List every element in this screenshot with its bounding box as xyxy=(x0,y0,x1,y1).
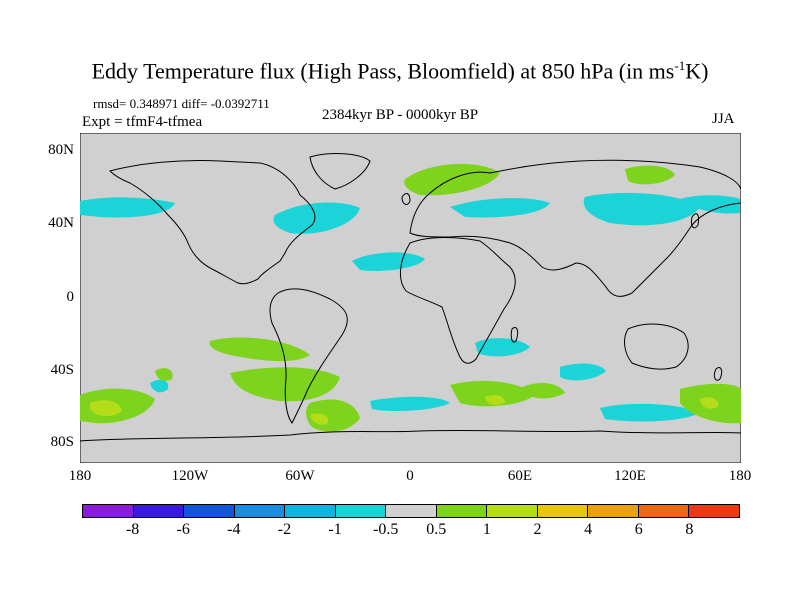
y-tick-40s: 40S xyxy=(50,362,74,378)
x-tick-120e: 120E xyxy=(614,468,646,484)
colorbar-label: -4 xyxy=(227,521,241,538)
colorbar-swatch xyxy=(689,505,739,517)
experiment-label: Expt = tfmF4-tfmea xyxy=(82,114,203,130)
coastlines xyxy=(80,153,741,442)
japan-coast xyxy=(691,213,699,229)
colorbar-swatch xyxy=(436,505,488,517)
eurasia-coast xyxy=(409,159,741,297)
period-label: 2384kyr BP - 0000kyr BP xyxy=(322,107,479,123)
colorbar-label: 6 xyxy=(634,521,643,538)
y-tick-0: 0 xyxy=(66,289,75,305)
colorbar-swatch xyxy=(638,505,690,517)
colorbar-swatch xyxy=(487,505,538,517)
antarctica-coast xyxy=(80,429,741,442)
x-tick-60w: 60W xyxy=(285,468,315,484)
world-map xyxy=(80,133,741,463)
colorbar-label: -6 xyxy=(176,521,190,538)
colorbar-label: 0.5 xyxy=(426,521,447,538)
y-tick-80n: 80N xyxy=(48,142,74,158)
colorbar xyxy=(82,504,740,518)
colorbar-label: 1 xyxy=(482,521,491,538)
x-tick-60e: 60E xyxy=(507,468,533,484)
uk-coast xyxy=(401,193,411,205)
colorbar-swatch xyxy=(285,505,336,517)
negative-anomalies xyxy=(80,192,740,422)
x-tick-120w: 120W xyxy=(171,468,209,484)
strong-positive-anomalies xyxy=(90,395,719,425)
colorbar-swatch xyxy=(335,505,387,517)
y-tick-80s: 80S xyxy=(50,434,74,450)
colorbar-label: 8 xyxy=(685,521,694,538)
x-tick-180e: 180 xyxy=(728,468,752,484)
season-label: JJA xyxy=(712,111,735,127)
colorbar-label: 2 xyxy=(533,521,542,538)
madagascar-coast xyxy=(510,327,519,343)
colorbar-swatch xyxy=(386,505,437,517)
colorbar-label: -8 xyxy=(125,521,140,538)
colorbar-swatch xyxy=(184,505,235,517)
australia-coast xyxy=(624,323,689,370)
colorbar-swatch xyxy=(588,505,639,517)
x-tick-0: 0 xyxy=(406,468,414,484)
north-america-coast xyxy=(109,159,316,285)
colorbar-swatch xyxy=(133,505,185,517)
plot-title: Eddy Temperature flux (High Pass, Bloomf… xyxy=(91,58,709,84)
colorbar-swatch xyxy=(537,505,589,517)
colorbar-label: -2 xyxy=(277,521,292,538)
stats-text: rmsd= 0.348971 diff= -0.0392711 xyxy=(93,96,270,111)
new-zealand-coast xyxy=(713,366,723,381)
greenland-coast xyxy=(309,153,371,190)
colorbar-label: -0.5 xyxy=(373,521,399,538)
colorbar-swatch xyxy=(83,505,134,517)
south-america-coast xyxy=(269,288,348,424)
colorbar-swatch xyxy=(234,505,286,517)
y-tick-40n: 40N xyxy=(48,215,74,231)
x-tick-180w: 180 xyxy=(68,468,92,484)
colorbar-label: 4 xyxy=(584,521,593,538)
africa-coast xyxy=(400,237,516,364)
colorbar-label: -1 xyxy=(328,521,342,538)
